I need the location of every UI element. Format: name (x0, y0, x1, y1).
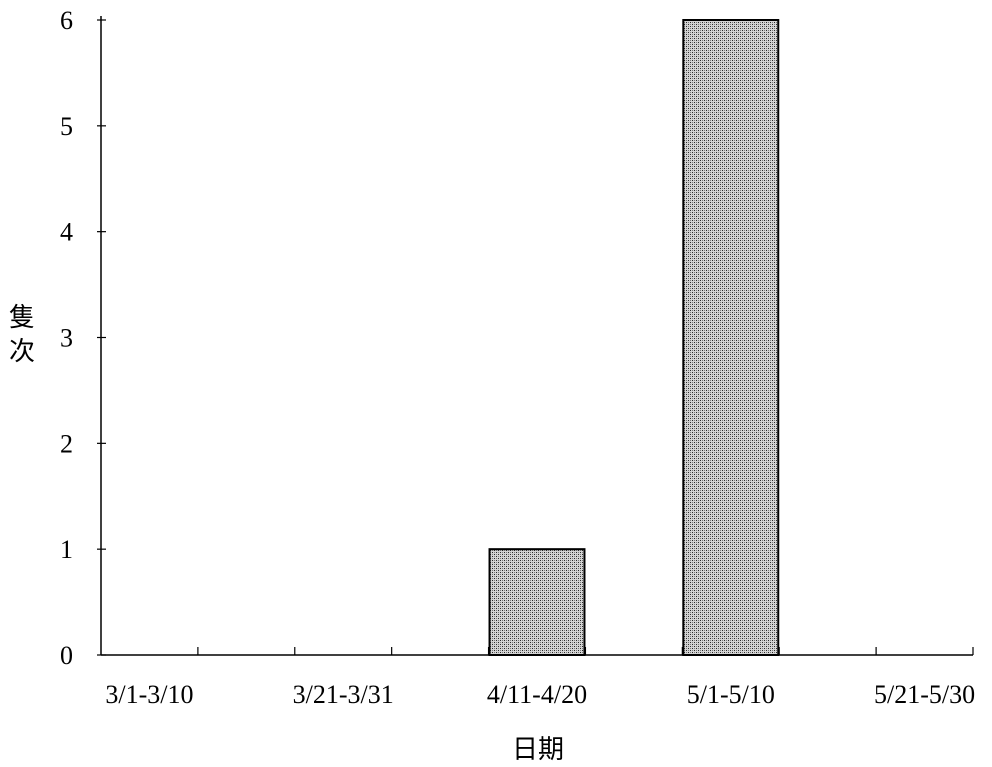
y-axis-title: 隻次 (9, 303, 35, 367)
y-tick-label: 1 (60, 535, 73, 564)
y-tick-label: 5 (60, 112, 73, 141)
y-tick-label: 2 (60, 429, 73, 458)
x-tick-label: 4/11-4/20 (487, 680, 587, 709)
y-axis: 0 1 2 3 4 5 6 (60, 6, 106, 670)
bars (488, 19, 780, 657)
x-tick-label: 3/1-3/10 (105, 680, 193, 709)
x-axis-title: 日期 (512, 735, 564, 765)
y-tick-label: 4 (60, 218, 73, 247)
bar-4/11-4/20 (488, 548, 586, 657)
y-tick-label: 6 (60, 6, 73, 35)
x-axis: 3/1-3/10 3/21-3/31 4/11-4/20 5/1-5/10 5/21-5… (101, 647, 975, 709)
y-tick-label: 3 (60, 324, 73, 353)
x-tick-label: 3/21-3/31 (293, 680, 394, 709)
bar-5/1-5/10 (682, 19, 780, 656)
x-tick-label: 5/1-5/10 (687, 680, 775, 709)
y-tick-label: 0 (60, 641, 73, 670)
x-tick-label: 5/21-5/30 (874, 680, 975, 709)
